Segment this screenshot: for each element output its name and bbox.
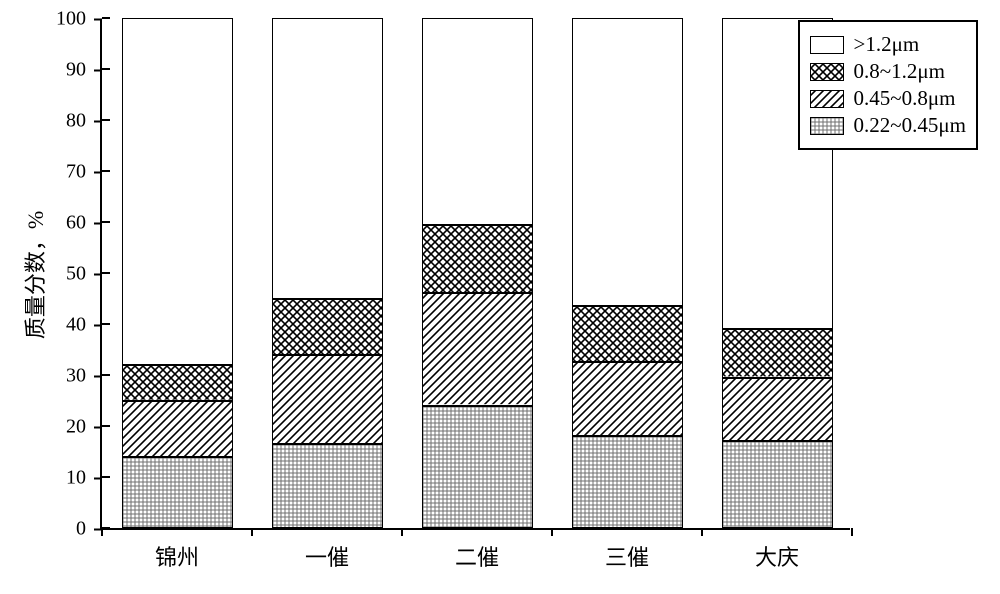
y-tick-label: 50 bbox=[66, 263, 94, 286]
chart-container: 质量分数，% 0102030405060708090100锦州一催二催三催大庆 … bbox=[0, 0, 1000, 594]
bar-group bbox=[272, 18, 383, 528]
bar-segment bbox=[722, 378, 833, 442]
x-tick-mark bbox=[251, 528, 253, 536]
y-tick-mark bbox=[94, 69, 102, 71]
y-tick-label: 90 bbox=[66, 59, 94, 82]
legend-swatch bbox=[810, 63, 844, 81]
legend-swatch bbox=[810, 90, 844, 108]
bar-segment bbox=[722, 441, 833, 528]
y-tick-inner bbox=[102, 374, 110, 376]
y-tick-label: 20 bbox=[66, 416, 94, 439]
bar-segment bbox=[572, 362, 683, 436]
x-tick-mark bbox=[401, 528, 403, 536]
y-tick: 100 bbox=[56, 8, 102, 31]
y-tick: 20 bbox=[66, 416, 102, 439]
legend-row: >1.2μm bbox=[810, 32, 966, 57]
bar-segment bbox=[272, 444, 383, 528]
x-tick-label: 大庆 bbox=[755, 528, 799, 572]
legend-row: 0.8~1.2μm bbox=[810, 59, 966, 84]
bar-segment bbox=[272, 18, 383, 299]
y-tick-label: 70 bbox=[66, 161, 94, 184]
bar-group bbox=[422, 18, 533, 528]
y-tick-inner bbox=[102, 476, 110, 478]
bar-segment bbox=[422, 18, 533, 225]
y-tick-label: 0 bbox=[76, 518, 94, 541]
y-tick: 10 bbox=[66, 467, 102, 490]
y-tick: 70 bbox=[66, 161, 102, 184]
y-tick: 40 bbox=[66, 314, 102, 337]
y-tick-mark bbox=[94, 324, 102, 326]
legend-label: >1.2μm bbox=[854, 32, 920, 57]
x-tick-label: 一催 bbox=[305, 528, 349, 572]
bar-segment bbox=[572, 436, 683, 528]
y-tick-mark bbox=[94, 375, 102, 377]
y-tick-mark bbox=[94, 222, 102, 224]
y-tick-label: 60 bbox=[66, 212, 94, 235]
y-tick-inner bbox=[102, 425, 110, 427]
bar-segment bbox=[122, 18, 233, 365]
bar-segment bbox=[122, 365, 233, 401]
legend-swatch bbox=[810, 36, 844, 54]
y-tick-label: 40 bbox=[66, 314, 94, 337]
y-tick-mark bbox=[94, 273, 102, 275]
y-tick-inner bbox=[102, 272, 110, 274]
y-tick: 50 bbox=[66, 263, 102, 286]
y-tick-inner bbox=[102, 68, 110, 70]
y-tick-mark bbox=[94, 426, 102, 428]
y-tick: 90 bbox=[66, 59, 102, 82]
legend-label: 0.22~0.45μm bbox=[854, 113, 966, 138]
y-tick: 60 bbox=[66, 212, 102, 235]
bar-segment bbox=[422, 406, 533, 528]
bar-segment bbox=[122, 457, 233, 528]
y-tick-inner bbox=[102, 323, 110, 325]
x-tick-mark bbox=[101, 528, 103, 536]
y-tick-inner bbox=[102, 170, 110, 172]
y-tick: 30 bbox=[66, 365, 102, 388]
plot-area: 0102030405060708090100锦州一催二催三催大庆 bbox=[100, 20, 850, 530]
y-tick-mark bbox=[94, 18, 102, 20]
y-tick-inner bbox=[102, 119, 110, 121]
x-tick-label: 二催 bbox=[455, 528, 499, 572]
bar-segment bbox=[572, 18, 683, 306]
legend-row: 0.45~0.8μm bbox=[810, 86, 966, 111]
legend-label: 0.45~0.8μm bbox=[854, 86, 956, 111]
y-tick-inner bbox=[102, 221, 110, 223]
bar-group bbox=[122, 18, 233, 528]
y-tick: 80 bbox=[66, 110, 102, 133]
y-tick: 0 bbox=[76, 518, 102, 541]
x-tick-mark bbox=[851, 528, 853, 536]
bar-group bbox=[572, 18, 683, 528]
y-axis-label: 质量分数，% bbox=[18, 211, 50, 339]
x-tick-mark bbox=[701, 528, 703, 536]
bar-segment bbox=[722, 329, 833, 377]
y-tick-label: 80 bbox=[66, 110, 94, 133]
bar-segment bbox=[422, 293, 533, 405]
y-tick-mark bbox=[94, 171, 102, 173]
y-tick-inner bbox=[102, 527, 110, 529]
legend-label: 0.8~1.2μm bbox=[854, 59, 945, 84]
bar-segment bbox=[422, 225, 533, 294]
y-tick-label: 30 bbox=[66, 365, 94, 388]
y-tick-mark bbox=[94, 120, 102, 122]
x-tick-label: 锦州 bbox=[155, 528, 199, 572]
y-tick-mark bbox=[94, 477, 102, 479]
legend-swatch bbox=[810, 117, 844, 135]
y-tick-label: 10 bbox=[66, 467, 94, 490]
bar-segment bbox=[272, 355, 383, 444]
y-tick-label: 100 bbox=[56, 8, 94, 31]
x-tick-label: 三催 bbox=[605, 528, 649, 572]
x-tick-mark bbox=[551, 528, 553, 536]
y-tick-inner bbox=[102, 17, 110, 19]
legend-row: 0.22~0.45μm bbox=[810, 113, 966, 138]
bar-segment bbox=[272, 299, 383, 355]
bar-segment bbox=[572, 306, 683, 362]
legend: >1.2μm0.8~1.2μm0.45~0.8μm0.22~0.45μm bbox=[798, 20, 978, 150]
bar-segment bbox=[122, 401, 233, 457]
